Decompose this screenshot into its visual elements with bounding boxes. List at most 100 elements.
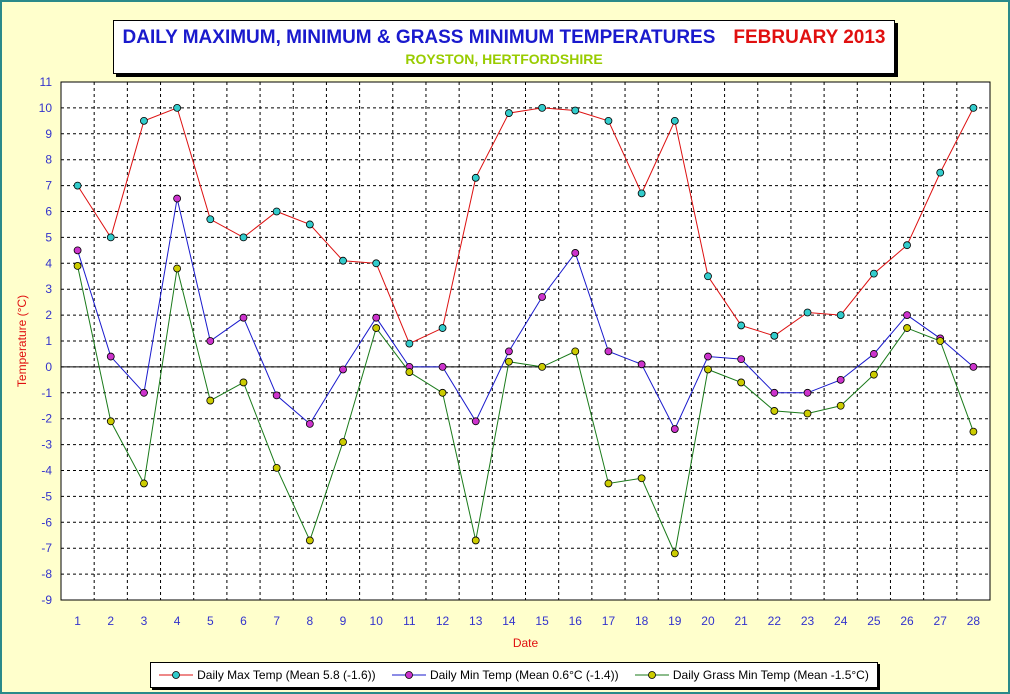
data-point <box>670 116 679 125</box>
x-tick-label: 11 <box>403 614 416 628</box>
data-point <box>637 474 646 483</box>
x-tick-label: 20 <box>701 614 715 628</box>
data-point <box>438 324 447 332</box>
x-tick-label: 4 <box>174 614 181 628</box>
chart-title-text: DAILY MAXIMUM, MINIMUM & GRASS MINIMUM T… <box>122 27 716 48</box>
legend-swatch <box>634 671 669 679</box>
series-line-1 <box>77 107 974 345</box>
data-point <box>505 347 513 356</box>
chart-title-box: DAILY MAXIMUM, MINIMUM & GRASS MINIMUM T… <box>113 20 895 74</box>
y-tick-label: 10 <box>39 101 53 115</box>
x-tick-label: 24 <box>834 614 848 628</box>
data-point <box>272 207 281 216</box>
data-point <box>903 241 911 250</box>
data-point <box>73 181 82 190</box>
data-point <box>637 360 646 369</box>
chart-subtitle: ROYSTON, HERTFORDSHIRE <box>405 51 603 67</box>
legend-label: Daily Min Temp (Mean 0.6°C (-1.4)) <box>429 668 619 682</box>
legend-item: Daily Min Temp (Mean 0.6°C (-1.4)) <box>391 668 619 682</box>
x-tick-label: 28 <box>967 614 981 628</box>
data-point <box>140 388 148 397</box>
legend-swatch-marker <box>172 671 181 679</box>
data-point <box>339 256 347 265</box>
y-tick-label: -9 <box>41 593 52 607</box>
x-tick-label: 19 <box>668 614 682 628</box>
data-point <box>140 479 148 488</box>
data-point <box>206 396 215 405</box>
x-tick-label: 15 <box>535 614 549 628</box>
data-point <box>438 362 447 371</box>
data-point <box>173 104 182 112</box>
data-point <box>869 269 878 278</box>
data-point <box>604 479 613 488</box>
chart-legend: Daily Max Temp (Mean 5.8 (-1.6)) Daily Mi… <box>150 662 878 688</box>
data-point <box>173 194 182 203</box>
data-point <box>471 173 480 182</box>
y-tick-label: 5 <box>45 230 52 244</box>
data-point <box>372 259 381 268</box>
x-tick-label: 1 <box>74 614 81 628</box>
data-point <box>505 109 513 117</box>
y-tick-label: 2 <box>45 308 52 322</box>
data-point <box>571 249 580 257</box>
legend-swatch <box>159 671 194 679</box>
data-point <box>770 407 779 415</box>
data-point <box>538 104 546 112</box>
x-axis-label: Date <box>513 636 539 650</box>
data-point <box>272 464 281 472</box>
data-point <box>438 388 447 397</box>
x-tick-label: 26 <box>900 614 914 628</box>
data-point <box>969 104 978 112</box>
data-point <box>903 311 911 320</box>
data-point <box>372 313 381 322</box>
x-tick-label: 23 <box>801 614 815 628</box>
y-tick-label: 7 <box>45 179 52 193</box>
data-point <box>803 409 812 418</box>
data-point <box>339 438 347 446</box>
data-point <box>670 425 679 433</box>
x-tick-label: 27 <box>934 614 948 628</box>
data-point <box>969 427 978 436</box>
data-point <box>538 293 546 301</box>
x-tick-label: 12 <box>436 614 450 628</box>
data-point <box>239 378 248 387</box>
legend-swatch-marker <box>647 671 656 679</box>
x-tick-label: 22 <box>768 614 782 628</box>
data-point <box>206 215 215 224</box>
x-tick-label: 7 <box>273 614 280 628</box>
data-point <box>704 352 712 361</box>
y-tick-label: 6 <box>45 205 52 219</box>
series-line-2 <box>77 198 974 431</box>
legend-item: Daily Grass Min Temp (Mean -1.5°C) <box>634 668 869 682</box>
data-point <box>106 352 115 361</box>
x-tick-label: 3 <box>141 614 148 628</box>
data-point <box>836 311 845 320</box>
x-tick-label: 14 <box>502 614 516 628</box>
data-point <box>969 362 978 371</box>
data-point <box>140 116 148 125</box>
x-tick-label: 13 <box>469 614 483 628</box>
data-point <box>803 388 812 397</box>
data-point <box>505 357 513 366</box>
data-point <box>604 116 613 125</box>
legend-swatch <box>391 671 426 679</box>
data-point <box>305 419 314 428</box>
data-point <box>106 417 115 426</box>
y-tick-label: 11 <box>40 75 53 89</box>
data-point <box>239 233 248 242</box>
x-tick-label: 17 <box>602 614 616 628</box>
y-axis-label: Temperature (°C) <box>15 295 29 387</box>
data-point <box>73 246 82 255</box>
y-tick-label: -8 <box>41 567 52 581</box>
data-point <box>737 321 746 330</box>
x-tick-label: 21 <box>734 614 748 628</box>
data-point <box>206 337 215 345</box>
data-point <box>704 365 712 374</box>
data-point <box>704 272 712 281</box>
y-tick-label: -6 <box>41 515 52 529</box>
data-point <box>604 347 613 356</box>
legend-swatch-marker <box>405 671 413 679</box>
data-point <box>538 362 546 371</box>
data-point <box>803 308 812 317</box>
